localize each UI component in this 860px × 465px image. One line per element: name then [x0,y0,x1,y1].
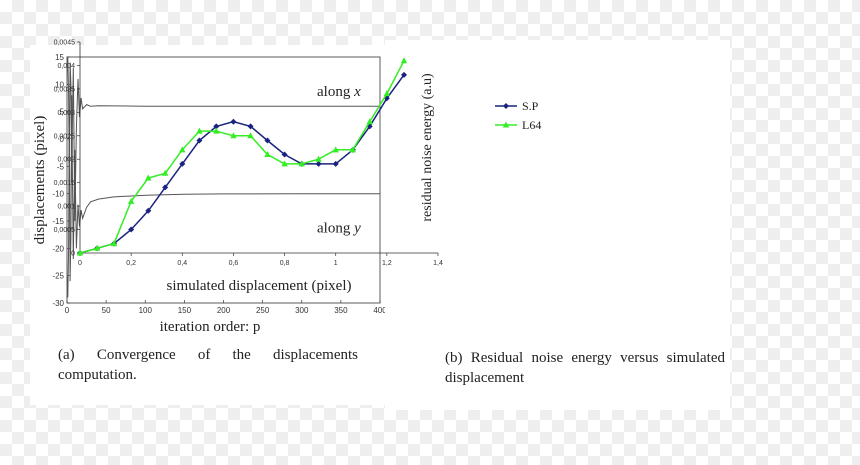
series-line-l64 [79,60,405,254]
data-point-l64 [315,155,322,162]
data-point-l64 [145,174,152,181]
x-tick-label: 1,4 [433,260,443,267]
data-point-sp [162,184,169,191]
legend-label-l64: L64 [522,118,541,132]
y-tick-label: 0,003 [57,110,75,117]
data-point-l64 [179,146,186,153]
residual-energy-chart: 0 0,0005 0,001 0,0015 0,002 0,0025 0,003 0,0035… [54,40,542,295]
data-point-l64 [400,57,408,64]
x-axis-label: iteration order: p [160,319,261,335]
residual-energy-figure-panel: 0 0,0005 0,001 0,0015 0,002 0,0025 0,003 0,0035… [54,40,730,410]
y-tick-label: 0 [71,251,75,258]
legend-marker-sp [503,103,509,109]
x-tick-label: 150 [178,306,192,315]
data-point-l64 [349,146,357,153]
data-point-sp [247,123,254,130]
series-annotation-variable: y [352,221,361,237]
caption-b: (b) Residual noise energy versus simulat… [445,350,725,386]
data-point-sp [230,118,237,125]
series-line-along-x [66,56,380,222]
series-annotation: along y [317,221,361,237]
y-axis-label: displacements (pixel) [32,116,48,245]
series-annotation: along x [317,84,361,100]
series-line-along-y [66,95,380,298]
y-axis-label: residual noise energy (a.u) [420,73,435,222]
x-tick-label: 350 [334,306,348,315]
y-tick-label: 0,0035 [54,86,76,93]
y-tick-label: 0,0045 [54,40,76,47]
x-tick-label: 0,8 [280,260,290,267]
data-point-l64 [93,244,101,251]
data-point-sp [128,226,135,233]
y-tick-label: 0,0025 [54,133,76,140]
convergence-figure-panel: 15 10 5 0 -5 -10 -15 -20 -25 -30 0 50 100 150 200 250 30… [30,45,387,405]
data-point-sp [179,160,186,167]
y-tick-label: 0,002 [57,157,75,164]
x-tick-label: 1 [334,260,338,267]
legend-marker-l64 [502,121,510,128]
data-point-l64 [213,127,220,134]
y-tick-label: 0 [60,135,65,144]
y-tick-label: 0,004 [57,63,75,70]
data-point-sp [366,123,373,130]
x-tick-label: 0,4 [177,260,187,267]
data-point-l64 [230,132,237,139]
x-tick-label: 1,2 [382,260,392,267]
x-tick-label: 300 [295,306,309,315]
series-annotation-variable: x [353,84,361,100]
data-point-l64 [298,160,305,167]
data-point-l64 [281,160,288,167]
x-tick-label: 50 [102,306,111,315]
y-tick-label: 15 [55,53,64,62]
y-tick-label: -20 [52,244,64,253]
y-tick-label: -25 [52,272,64,281]
x-tick-label: 0,6 [229,260,239,267]
y-tick-label: -10 [52,190,64,199]
x-tick-label: 400 [373,306,387,315]
y-tick-label: 10 [55,80,64,89]
data-point-sp [213,123,220,130]
caption-a: (a) Convergence of the displacements com… [58,347,358,383]
data-point-l64 [161,169,169,176]
data-point-l64 [247,132,254,139]
x-tick-label: 250 [256,306,270,315]
x-tick-label: 200 [217,306,231,315]
data-point-sp [145,207,152,214]
data-point-sp [264,137,271,144]
x-axis-label: simulated displacement (pixel) [167,278,352,294]
data-point-sp [315,160,322,167]
y-tick-label: 0,0015 [54,180,76,187]
data-point-l64 [383,90,391,97]
data-point-sp [196,137,203,144]
legend-label-sp: S.P [522,99,539,113]
y-tick-label: 0,0005 [54,227,76,234]
data-point-sp [400,71,407,78]
y-tick-label: 0,001 [57,204,75,211]
x-tick-label: 0 [78,260,82,267]
y-tick-label: -5 [57,162,65,171]
x-tick-label: 100 [139,306,153,315]
data-point-l64 [127,197,135,204]
x-tick-label: 0,2 [126,260,136,267]
data-point-sp [281,151,288,158]
data-point-l64 [76,249,84,256]
data-point-l64 [264,151,271,158]
x-tick-label: 0 [65,306,70,315]
data-point-l64 [110,240,118,247]
y-tick-label: -15 [52,217,64,226]
data-point-l64 [332,146,339,153]
data-point-l64 [196,127,203,134]
y-tick-label: -30 [52,299,64,308]
y-tick-label: 5 [60,108,65,117]
data-point-l64 [366,118,373,125]
data-point-sp [332,160,339,167]
